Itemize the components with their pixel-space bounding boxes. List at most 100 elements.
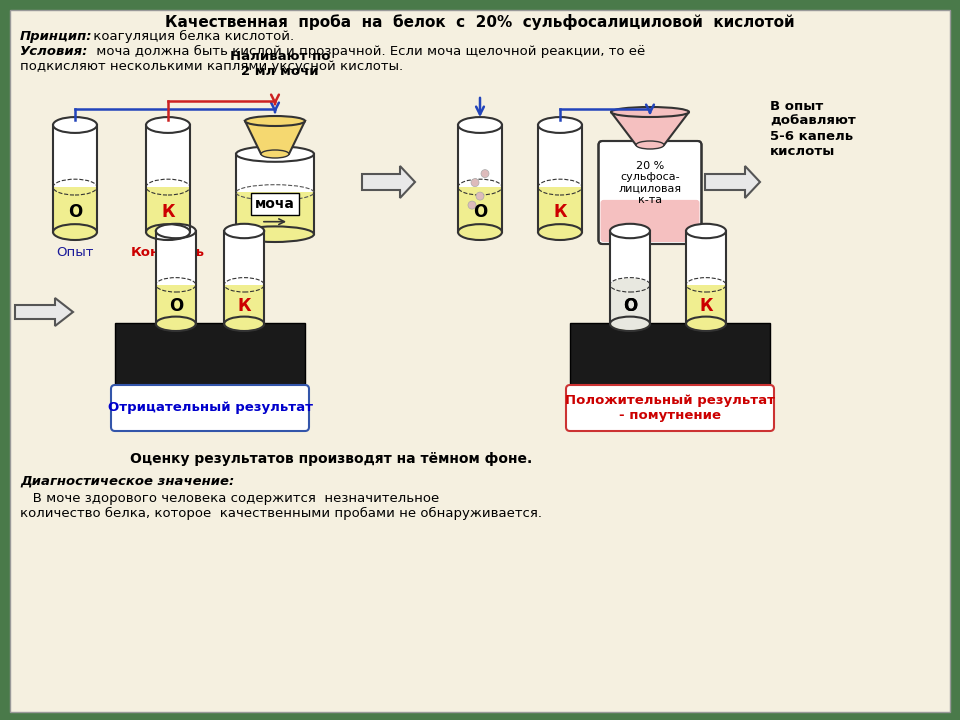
Ellipse shape: [686, 317, 726, 331]
Polygon shape: [362, 166, 415, 198]
Bar: [610, 285, 650, 324]
Ellipse shape: [245, 116, 305, 126]
Bar: [538, 187, 582, 232]
Ellipse shape: [236, 226, 314, 242]
Text: моча: моча: [255, 197, 295, 211]
Ellipse shape: [225, 317, 264, 331]
Bar: [236, 192, 314, 234]
Text: О: О: [68, 203, 83, 221]
Text: О: О: [473, 203, 487, 221]
Ellipse shape: [611, 107, 689, 117]
Text: О: О: [169, 297, 183, 315]
Bar: [53, 187, 97, 232]
Ellipse shape: [236, 185, 314, 200]
Circle shape: [471, 179, 479, 186]
Ellipse shape: [156, 317, 196, 331]
Text: Условия:: Условия:: [20, 45, 88, 58]
Circle shape: [468, 201, 476, 209]
Ellipse shape: [458, 117, 502, 133]
Ellipse shape: [458, 224, 502, 240]
Text: Диагностическое значение:: Диагностическое значение:: [20, 475, 234, 488]
Ellipse shape: [53, 224, 97, 240]
Polygon shape: [245, 121, 305, 154]
Bar: [53, 125, 97, 187]
Ellipse shape: [611, 279, 649, 292]
Ellipse shape: [261, 150, 289, 158]
Ellipse shape: [146, 179, 190, 195]
Text: К: К: [553, 203, 566, 221]
Text: моча должна быть кислой и прозрачной. Если моча щелочной реакции, то её: моча должна быть кислой и прозрачной. Ес…: [92, 45, 645, 58]
Text: К: К: [161, 203, 175, 221]
Text: подкисляют несколькими каплями уксусной кислоты.: подкисляют несколькими каплями уксусной …: [20, 60, 403, 73]
Bar: [538, 125, 582, 232]
Bar: [458, 125, 502, 232]
Ellipse shape: [458, 179, 502, 195]
Text: О: О: [623, 297, 637, 315]
Polygon shape: [611, 112, 689, 145]
Bar: [686, 231, 726, 285]
Ellipse shape: [610, 317, 650, 331]
Bar: [686, 231, 726, 324]
Ellipse shape: [146, 224, 190, 240]
Bar: [156, 285, 196, 324]
Text: Положительный результат
- помутнение: Положительный результат - помутнение: [565, 394, 775, 422]
Text: В опыт
добавляют
5-6 капель
кислоты: В опыт добавляют 5-6 капель кислоты: [770, 100, 855, 158]
Text: 20 %
сульфоса-
лициловая
к-та: 20 % сульфоса- лициловая к-та: [618, 161, 682, 205]
Ellipse shape: [538, 224, 582, 240]
Bar: [146, 125, 190, 187]
Ellipse shape: [225, 224, 264, 238]
Bar: [53, 125, 97, 232]
Bar: [236, 154, 314, 192]
Ellipse shape: [225, 317, 264, 331]
Text: Принцип:: Принцип:: [20, 30, 92, 43]
Ellipse shape: [610, 278, 650, 292]
Polygon shape: [15, 298, 73, 326]
Text: Опыт: Опыт: [57, 246, 94, 259]
Bar: [156, 231, 196, 324]
Bar: [225, 231, 264, 324]
Bar: [156, 231, 196, 285]
Ellipse shape: [686, 224, 726, 238]
Ellipse shape: [458, 224, 502, 240]
Ellipse shape: [53, 117, 97, 133]
Text: Качественная  проба  на  белок  с  20%  сульфосалициловой  кислотой: Качественная проба на белок с 20% сульфо…: [165, 14, 795, 30]
Ellipse shape: [538, 179, 582, 195]
Bar: [686, 285, 726, 324]
Bar: [146, 187, 190, 232]
Ellipse shape: [538, 224, 582, 240]
Bar: [610, 231, 650, 324]
Ellipse shape: [236, 146, 314, 162]
Ellipse shape: [146, 224, 190, 240]
Ellipse shape: [53, 179, 97, 195]
Text: коагуляция белка кислотой.: коагуляция белка кислотой.: [89, 30, 294, 43]
Ellipse shape: [156, 317, 196, 331]
Ellipse shape: [225, 278, 264, 292]
Text: К: К: [237, 297, 251, 315]
FancyBboxPatch shape: [566, 385, 774, 431]
Bar: [225, 231, 264, 285]
Text: К: К: [699, 297, 713, 315]
Ellipse shape: [538, 117, 582, 133]
Bar: [458, 187, 502, 232]
Text: Оценку результатов производят на тёмном фоне.: Оценку результатов производят на тёмном …: [130, 452, 532, 466]
Bar: [225, 285, 264, 324]
Bar: [458, 125, 502, 187]
Bar: [611, 285, 649, 324]
FancyBboxPatch shape: [598, 141, 702, 244]
Ellipse shape: [610, 317, 650, 331]
Polygon shape: [705, 166, 760, 198]
Ellipse shape: [236, 226, 314, 242]
Bar: [236, 154, 314, 234]
Text: Наливают по
2 мл мочи: Наливают по 2 мл мочи: [229, 50, 330, 78]
Ellipse shape: [610, 224, 650, 238]
Ellipse shape: [636, 141, 664, 149]
Ellipse shape: [156, 224, 196, 238]
Text: Контроль: Контроль: [131, 246, 205, 259]
Bar: [115, 323, 305, 385]
Circle shape: [476, 192, 484, 200]
Bar: [570, 323, 770, 385]
Bar: [146, 125, 190, 232]
Ellipse shape: [686, 278, 726, 292]
Ellipse shape: [53, 224, 97, 240]
Text: Отрицательный результат: Отрицательный результат: [108, 402, 313, 415]
